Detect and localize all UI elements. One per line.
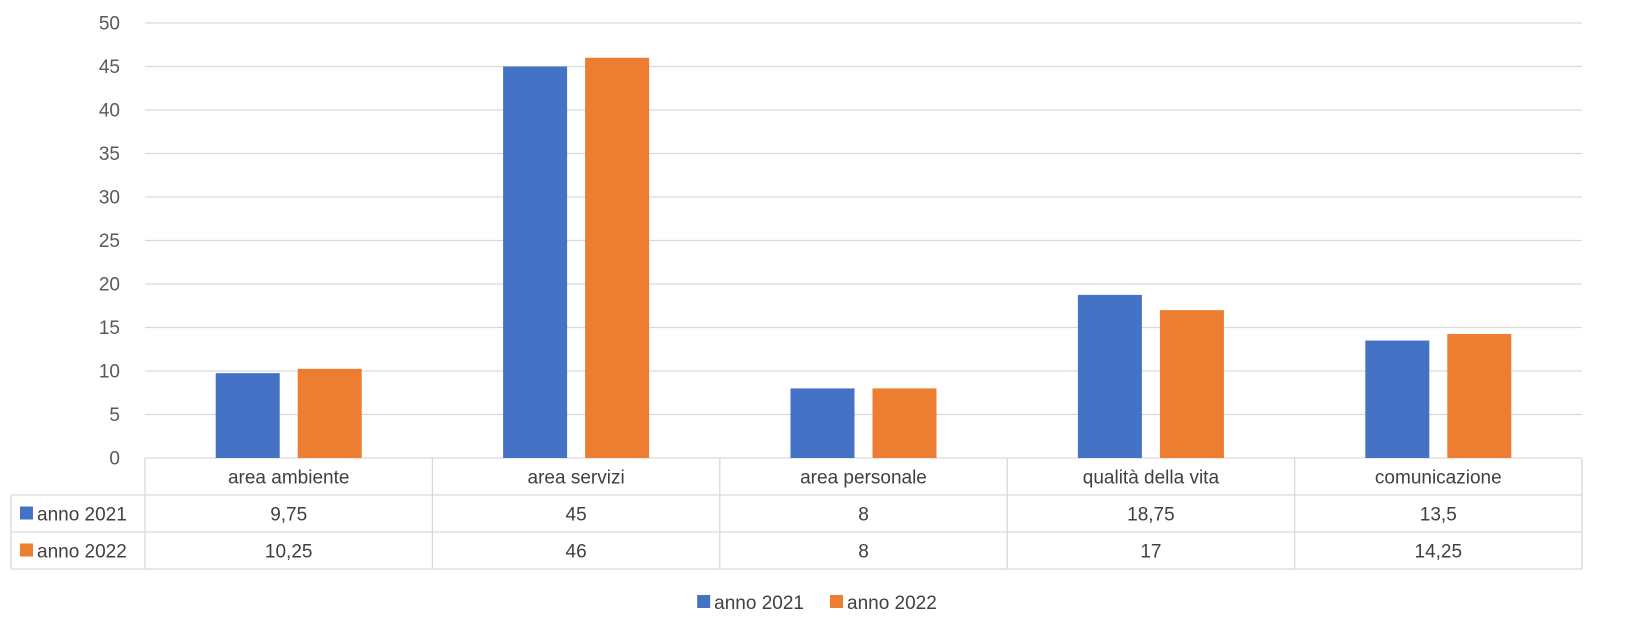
data-table-cell: 14,25: [1415, 542, 1463, 563]
data-table-cell: 17: [1140, 542, 1161, 563]
y-tick-label: 5: [109, 405, 120, 426]
series-1-row-label: anno 2021: [37, 505, 127, 526]
series-1-key-swatch: [20, 506, 33, 520]
bar-1-2: [503, 66, 568, 458]
data-table-cell: 18,75: [1127, 505, 1175, 526]
series-2-row-label: anno 2022: [37, 542, 127, 563]
series-2-key-swatch: [20, 543, 33, 557]
category-label: comunicazione: [1375, 468, 1502, 489]
data-table-cell: 8: [858, 505, 869, 526]
legend-label-1: anno 2021: [714, 593, 804, 614]
category-label: area servizi: [528, 468, 625, 489]
bar-2-5: [1447, 334, 1512, 458]
bar-2-1: [297, 368, 362, 458]
bar-1-3: [790, 388, 855, 458]
category-label: area ambiente: [228, 468, 349, 489]
legend-swatch-2: [830, 595, 843, 608]
y-tick-label: 0: [109, 449, 120, 470]
y-tick-label: 35: [99, 144, 120, 165]
category-label: area personale: [800, 468, 927, 489]
legend-swatch-1: [697, 595, 711, 608]
bar-2-2: [585, 57, 650, 459]
bar-2-3: [872, 388, 937, 458]
data-table-cell: 8: [858, 542, 869, 563]
data-table-cell: 45: [566, 505, 587, 526]
data-table-cell: 13,5: [1420, 505, 1457, 526]
category-label: qualità della vita: [1083, 468, 1220, 489]
y-tick-label: 25: [99, 231, 120, 252]
bar-1-5: [1365, 340, 1430, 458]
y-tick-label: 40: [99, 101, 120, 122]
y-tick-label: 20: [99, 275, 120, 296]
y-tick-label: 50: [99, 14, 120, 35]
data-table-cell: 10,25: [265, 542, 313, 563]
legend-label-2: anno 2022: [847, 593, 937, 614]
bar-1-1: [215, 373, 280, 458]
bar-1-4: [1077, 294, 1142, 458]
data-table-cell: 46: [566, 542, 587, 563]
data-table-cell: 9,75: [270, 505, 307, 526]
y-tick-label: 45: [99, 57, 120, 78]
y-tick-label: 10: [99, 362, 120, 383]
y-tick-label: 15: [99, 318, 120, 339]
y-tick-label: 30: [99, 188, 120, 209]
bar-2-4: [1159, 310, 1224, 458]
